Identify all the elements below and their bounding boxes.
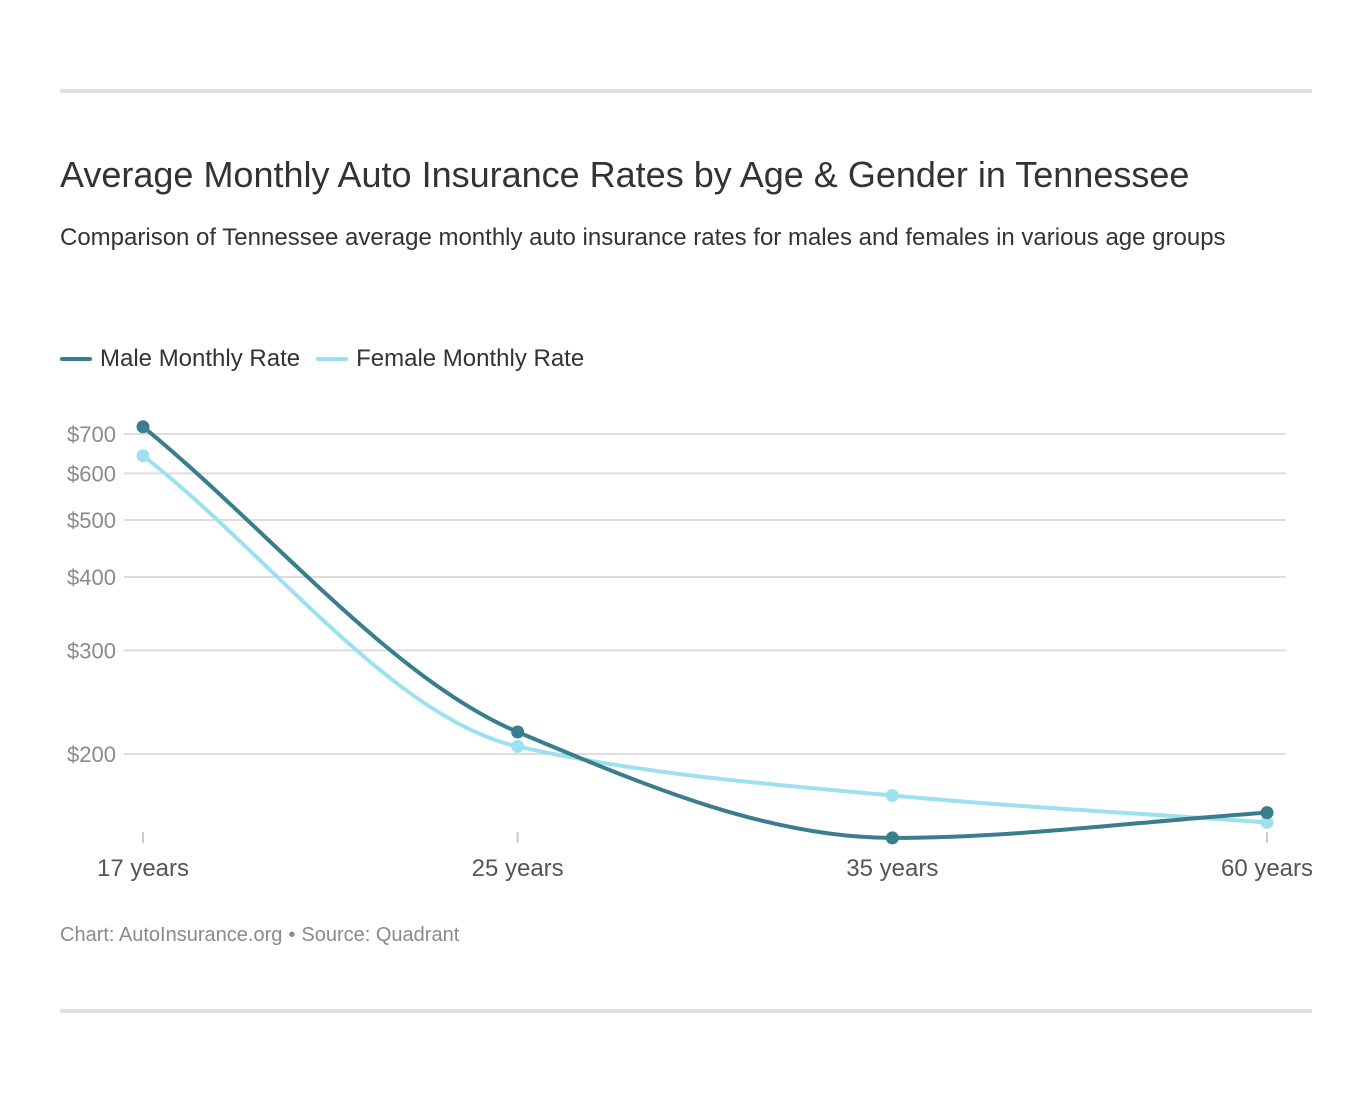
chart-legend: Male Monthly Rate Female Monthly Rate (60, 344, 600, 374)
chart-subtitle: Comparison of Tennessee average monthly … (60, 224, 1226, 251)
x-tick-label: 35 years (846, 855, 938, 882)
y-tick-label: $200 (67, 742, 116, 767)
x-axis-labels: 17 years 25 years 35 years 60 years (97, 855, 1313, 882)
data-point-female[interactable] (136, 449, 150, 463)
data-point-male[interactable] (1260, 806, 1274, 820)
chart-source: Source: Quadrant (301, 924, 460, 946)
data-point-female[interactable] (885, 789, 899, 803)
x-tick-label: 25 years (472, 855, 564, 882)
data-point-female[interactable] (511, 739, 525, 753)
data-point-male[interactable] (885, 831, 899, 845)
data-point-male[interactable] (136, 420, 150, 434)
y-axis-labels: $200 $300 $400 $500 $600 $700 (67, 422, 116, 767)
chart-footer: Chart: AutoInsurance.org • Source: Quadran… (60, 924, 459, 947)
legend-swatch-male (60, 357, 92, 361)
series-line-male (141, 424, 1269, 840)
series-line-female (141, 453, 1269, 825)
data-point-male[interactable] (511, 725, 525, 739)
legend-label-female: Female Monthly Rate (356, 345, 585, 372)
grid-layer (124, 433, 1286, 755)
series-layer (136, 420, 1274, 845)
legend-item-female[interactable]: Female Monthly Rate (316, 345, 584, 373)
x-axis-ticks (142, 832, 1268, 843)
line-chart: $200 $300 $400 $500 $600 $700 17 years 25 year… (67, 420, 1313, 882)
footer-separator: • (288, 924, 296, 946)
chart-title: Average Monthly Auto Insurance Rates by … (60, 154, 1190, 195)
y-tick-label: $600 (67, 461, 116, 486)
x-tick-label: 17 years (97, 855, 189, 882)
y-tick-label: $700 (67, 422, 116, 447)
y-tick-label: $300 (67, 638, 116, 663)
top-divider (60, 89, 1312, 93)
x-tick-label: 60 years (1221, 855, 1313, 882)
legend-swatch-female (316, 357, 349, 361)
y-tick-label: $500 (67, 508, 116, 533)
legend-item-male[interactable]: Male Monthly Rate (60, 345, 300, 373)
data-point-female[interactable] (1260, 815, 1274, 829)
chart-credit: Chart: AutoInsurance.org (60, 924, 283, 946)
legend-label-male: Male Monthly Rate (100, 345, 301, 372)
bottom-divider (60, 1009, 1312, 1013)
y-tick-label: $400 (67, 565, 116, 590)
